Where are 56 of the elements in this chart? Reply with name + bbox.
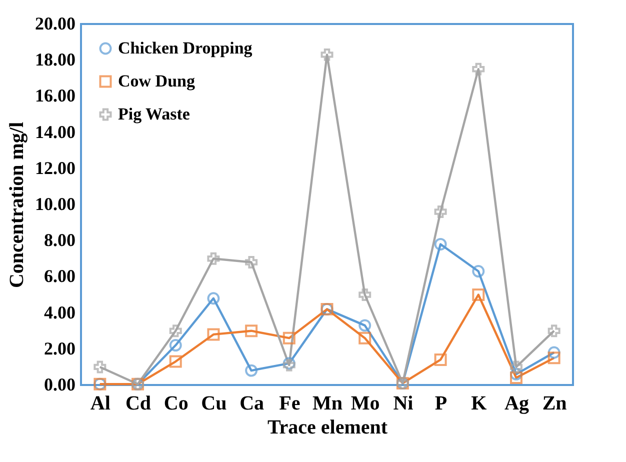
point [94,360,106,374]
point [169,339,182,352]
x-tick-label: Co [164,392,188,414]
y-tick-label: 12.00 [35,158,76,178]
x-tick-label: P [434,392,448,414]
point [320,48,334,61]
x-tick-label: Al [90,392,111,414]
y-tick-label: 0.00 [44,374,76,394]
point [358,332,372,344]
y-tick-label: 18.00 [35,50,76,70]
x-tick-label: Cd [125,392,152,414]
point [472,62,485,76]
y-tick-label: 4.00 [44,302,76,322]
legend-label: Chicken Dropping [118,38,253,58]
x-tick-label: Mo [350,392,380,414]
point [245,364,258,377]
y-tick-label: 2.00 [44,338,76,358]
point [548,346,560,359]
point [510,360,522,374]
x-tick-label: Zn [542,392,567,414]
x-tick-label: Ca [240,392,264,414]
y-tick-label: 14.00 [35,122,76,142]
point [245,324,258,338]
point [434,353,447,366]
point [207,292,220,305]
point [472,265,485,278]
x-tick-label: K [471,392,488,414]
x-tick-label: Ag [504,392,529,414]
point [548,324,560,338]
x-tick-label: Ni [393,392,414,414]
point [169,355,182,368]
point [207,252,220,265]
legend-label: Pig Waste [118,104,190,124]
point [472,288,485,301]
y-tick-label: 6.00 [44,266,76,286]
x-tick-label: Mn [312,392,342,414]
point [358,319,372,332]
y-tick-label: 8.00 [44,230,76,250]
point [548,352,560,364]
y-tick-label: 10.00 [35,194,76,214]
point [510,368,522,380]
y-tick-label: 20.00 [35,14,76,34]
point [358,288,372,301]
y-tick-label: 16.00 [35,86,76,106]
x-tick-label: Cu [201,392,227,414]
x-axis-title: Trace element [267,416,388,438]
point [245,256,258,269]
point [282,332,296,344]
point [434,205,447,218]
x-tick-label: Fe [279,392,300,414]
y-axis-title: Concentration mg/l [6,122,28,288]
point [169,324,182,338]
point [510,372,522,384]
legend-label: Cow Dung [118,72,196,90]
point [434,238,447,250]
point [207,328,220,341]
